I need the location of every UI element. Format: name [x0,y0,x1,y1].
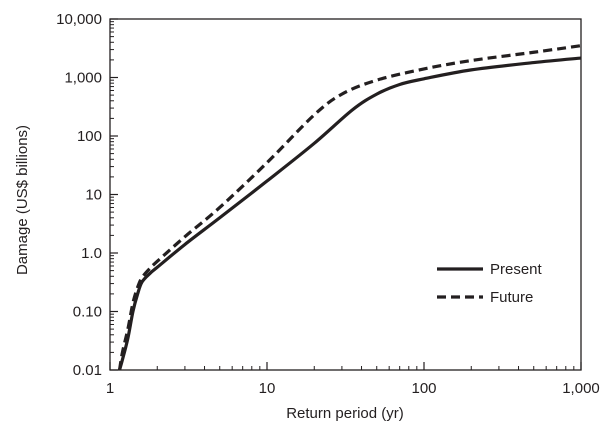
x-tick-label: 10 [259,380,276,397]
plot-frame [109,18,582,371]
x-axis-label: Return period (yr) [286,405,404,422]
x-tick-label: 1 [106,380,114,397]
series-line-future [117,44,581,370]
x-tick-label: 1,000 [562,380,600,397]
series-line-present [117,56,581,370]
y-tick-label: 100 [77,128,102,145]
y-axis-label: Damage (US$ billions) [14,125,31,275]
series-layer [117,44,581,370]
legend-label-present: Present [490,261,543,278]
y-tick-label: 0.01 [73,362,102,379]
y-tick-label: 1,000 [64,70,102,87]
plot-area [109,18,582,371]
y-tick-label: 1.0 [81,245,102,262]
x-axis: 1 10 100 1,000 [106,362,600,397]
x-tick-label: 100 [411,380,436,397]
y-tick-label: 10 [85,187,102,204]
y-axis: 0.01 0.10 1.0 10 100 1,000 10,000 [56,11,118,379]
legend: Present Future [437,261,543,306]
y-tick-label: 0.10 [73,304,102,321]
legend-label-future: Future [490,289,533,306]
y-tick-label: 10,000 [56,11,102,28]
